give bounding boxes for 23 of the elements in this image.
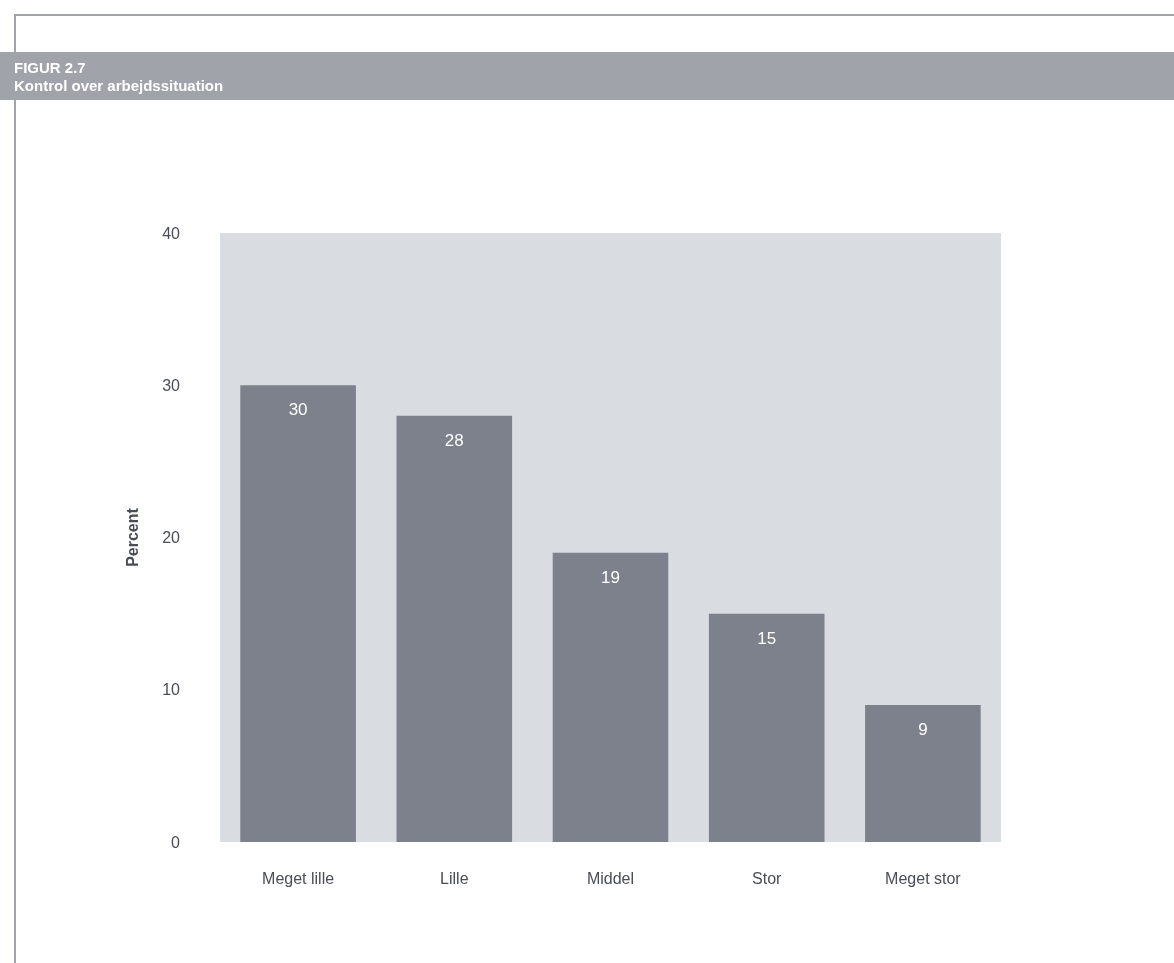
x-tick-label: Middel xyxy=(586,869,635,887)
chart-subtitle: Kontrol over arbejdssituation xyxy=(14,77,224,94)
y-tick-label: 0 xyxy=(171,833,181,851)
y-tick-label: 10 xyxy=(162,681,181,699)
bar xyxy=(240,385,356,842)
data-label: 28 xyxy=(444,430,464,450)
data-label: 9 xyxy=(918,719,928,739)
x-tick-label: Stor xyxy=(752,869,783,887)
x-tick-label: Meget lille xyxy=(262,869,335,887)
y-tick-label: 40 xyxy=(162,224,181,242)
bar xyxy=(552,552,669,842)
data-label: 30 xyxy=(288,400,308,420)
text: FIGUR 2.7 xyxy=(14,59,86,76)
y-axis-title: Percent xyxy=(123,507,141,567)
bar xyxy=(396,415,513,842)
x-tick-label: Meget stor xyxy=(885,869,962,887)
y-tick-label: 20 xyxy=(162,529,181,546)
bar xyxy=(708,613,825,842)
data-label: 15 xyxy=(757,628,777,648)
bar xyxy=(865,704,981,842)
x-tick-label: Lille xyxy=(440,869,469,887)
y-tick-label: 30 xyxy=(162,376,181,394)
data-label: 19 xyxy=(601,567,620,587)
